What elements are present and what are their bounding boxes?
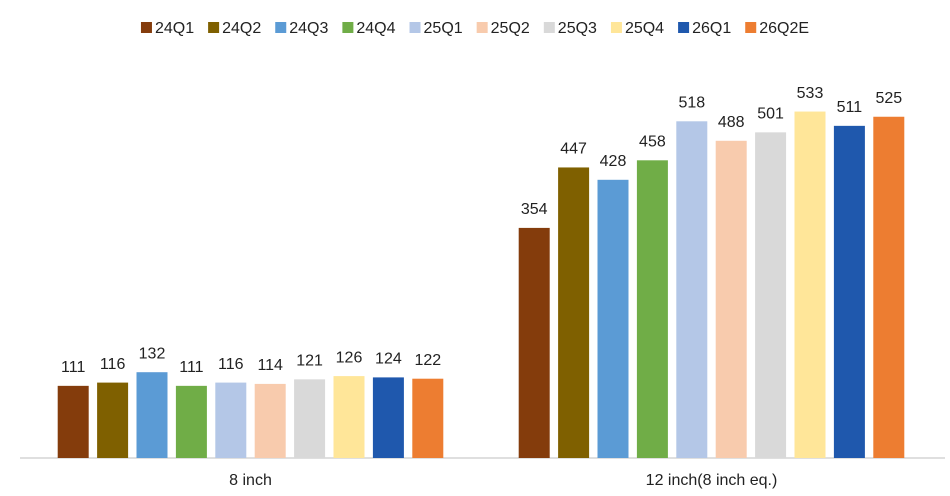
data-label: 132 [139,345,166,362]
legend-swatch [476,22,488,33]
data-label: 447 [560,141,587,158]
legend-swatch [409,22,421,33]
data-label: 116 [100,356,126,373]
legend-label: 24Q1 [155,20,194,37]
legend-label: 24Q3 [289,20,328,37]
bar [372,377,404,458]
bar [518,227,550,458]
legend-label: 25Q2 [491,20,530,37]
data-label: 354 [521,201,548,218]
data-label: 533 [797,85,824,102]
bar [136,372,168,458]
legend-swatch [275,22,287,33]
bar [175,385,207,458]
data-label: 111 [61,359,85,376]
bar [333,376,365,458]
legend-label: 26Q2E [759,20,809,37]
bar [254,383,286,458]
bar [833,125,865,458]
legend-label: 24Q4 [356,20,395,37]
data-label: 511 [837,99,863,116]
bar [794,111,826,459]
legend-swatch [745,22,757,33]
bar [676,121,708,459]
bar [636,160,668,459]
bar [715,140,747,459]
bar [558,167,590,458]
legend-swatch [140,22,152,33]
bar [597,179,629,459]
legend-swatch [543,22,555,33]
data-label: 126 [336,349,363,366]
legend-swatch [342,22,354,33]
data-label: 121 [296,353,323,370]
bar [873,116,905,458]
bar [412,378,444,458]
legend-swatch [208,22,220,33]
data-label: 116 [218,356,244,373]
data-label: 111 [179,359,203,376]
data-label: 488 [718,114,745,131]
legend-label: 24Q2 [222,20,261,37]
bar [215,382,247,458]
legend-label: 25Q1 [424,20,463,37]
bar [97,382,129,458]
data-label: 458 [639,134,666,151]
data-label: 122 [414,352,441,369]
data-label: 518 [678,95,705,112]
legend-label: 26Q1 [692,20,731,37]
data-label: 114 [257,357,283,374]
legend-label: 25Q3 [558,20,597,37]
x-tick-label: 12 inch(8 inch eq.) [646,472,778,489]
legend-swatch [678,22,690,33]
bar [294,379,326,458]
legend-label: 25Q4 [625,20,664,37]
data-label: 501 [757,106,784,123]
data-label: 124 [375,351,402,368]
data-label: 428 [600,153,627,170]
bar [57,385,89,458]
data-label: 525 [875,90,902,107]
x-tick-label: 8 inch [229,472,272,489]
bar [755,132,787,458]
legend-swatch [610,22,622,33]
